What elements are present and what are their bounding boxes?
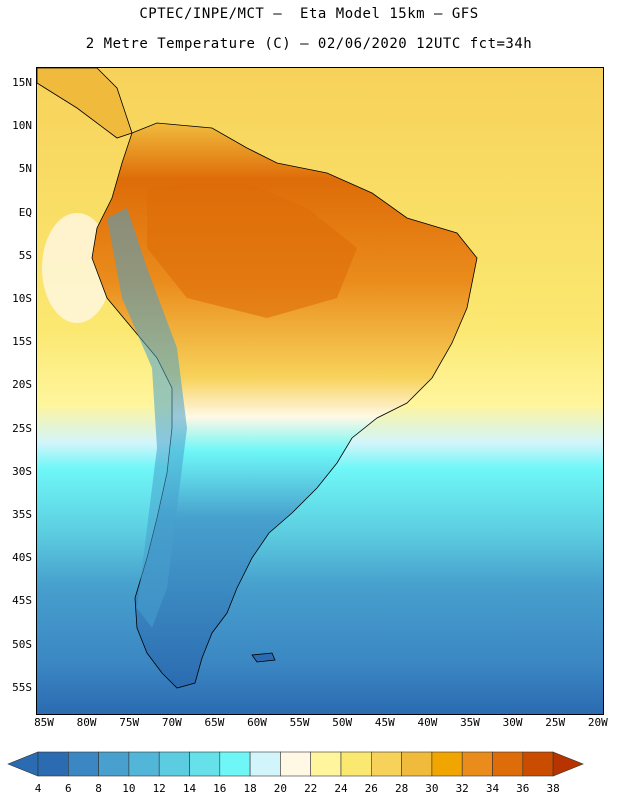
lon-tick-label: 35W (460, 716, 480, 729)
colorbar-swatch (340, 751, 372, 777)
lat-tick-label: 10N (12, 119, 32, 133)
colorbar-swatch (189, 751, 221, 777)
colorbar-swatch (401, 751, 433, 777)
colorbar-label: 36 (516, 782, 530, 795)
lon-tick-label: 70W (161, 716, 182, 729)
colorbar-swatch (158, 751, 190, 777)
lat-tick-label: EQ (18, 205, 32, 219)
lat-tick-label: 50S (12, 637, 32, 651)
colorbar-label: 20 (273, 782, 288, 795)
lat-tick-label: 5S (18, 248, 32, 262)
colorbar-swatch (370, 751, 402, 777)
lon-tick-label: 25W (545, 716, 566, 729)
colorbar-swatch (219, 751, 251, 777)
colorbar-label: 26 (364, 782, 378, 795)
colorbar-swatch (431, 751, 463, 777)
amazon-hot-core (147, 178, 357, 318)
lat-tick-label: 20S (12, 378, 32, 392)
lat-tick-label: 45S (12, 594, 32, 608)
colorbar-label: 22 (304, 782, 318, 795)
colorbar-label: 10 (122, 782, 136, 795)
colorbar-swatch (310, 751, 342, 777)
lon-tick-label: 40W (417, 716, 438, 729)
lon-tick-label: 20W (587, 716, 608, 729)
colorbar-label: 4 (34, 782, 42, 795)
lon-tick-label: 30W (502, 716, 523, 729)
andes-cold-band (107, 208, 187, 628)
map-title-line1: CPTEC/INPE/MCT – Eta Model 15km – GFS (139, 6, 479, 22)
colorbar-label: 6 (64, 782, 72, 795)
lat-tick-label: 35S (12, 508, 32, 521)
lat-tick-label: 15N (12, 76, 32, 89)
lat-tick-label: 30S (12, 464, 32, 478)
lat-tick-label: 5N (18, 162, 32, 176)
lon-tick-label: 75W (119, 716, 140, 729)
lon-tick-label: 85W (34, 716, 54, 729)
colorbar-high-arrow (552, 751, 584, 777)
colorbar-swatch (98, 751, 130, 777)
colorbar-swatch (522, 751, 554, 777)
map-title-line2: 2 Metre Temperature (C) – 02/06/2020 12U… (85, 36, 533, 52)
falkland-islands (251, 652, 276, 663)
lon-tick-label: 80W (76, 716, 97, 729)
colorbar-label: 12 (152, 782, 166, 795)
lat-tick-label: 55S (12, 680, 32, 694)
temperature-field (37, 68, 603, 714)
lat-tick-label: 15S (12, 335, 32, 349)
lat-tick-label: 25S (12, 421, 32, 435)
color-scale-bar (7, 751, 584, 777)
lon-tick-label: 50W (332, 716, 353, 729)
colorbar-low-arrow (7, 751, 39, 777)
colorbar-label: 16 (213, 782, 227, 795)
colorbar-label: 30 (425, 782, 439, 795)
colorbar-label: 18 (243, 782, 257, 795)
colorbar-swatch (249, 751, 281, 777)
colorbar-label: 24 (334, 782, 348, 795)
lat-tick-label: 10S (12, 292, 32, 305)
colorbar-swatch (37, 751, 69, 777)
colorbar-swatch (128, 751, 160, 777)
lon-tick-label: 55W (289, 716, 310, 729)
lat-tick-label: 40S (12, 551, 32, 565)
colorbar-label: 8 (95, 782, 102, 795)
colorbar-label: 14 (182, 782, 197, 795)
colorbar-label: 38 (546, 782, 560, 795)
colorbar-label: 34 (485, 782, 500, 795)
colorbar-label: 32 (455, 782, 469, 795)
central-america (37, 68, 133, 139)
colorbar-label: 28 (394, 782, 409, 795)
lon-tick-label: 45W (374, 716, 395, 729)
warm-pacific-patch (42, 213, 112, 323)
colorbar-swatch (461, 751, 493, 777)
colorbar-swatch (280, 751, 311, 777)
colorbar-swatch (68, 751, 99, 777)
lon-tick-label: 60W (247, 716, 267, 729)
colorbar-swatch (492, 751, 524, 777)
temperature-map (36, 67, 604, 715)
lon-tick-label: 65W (204, 716, 225, 729)
